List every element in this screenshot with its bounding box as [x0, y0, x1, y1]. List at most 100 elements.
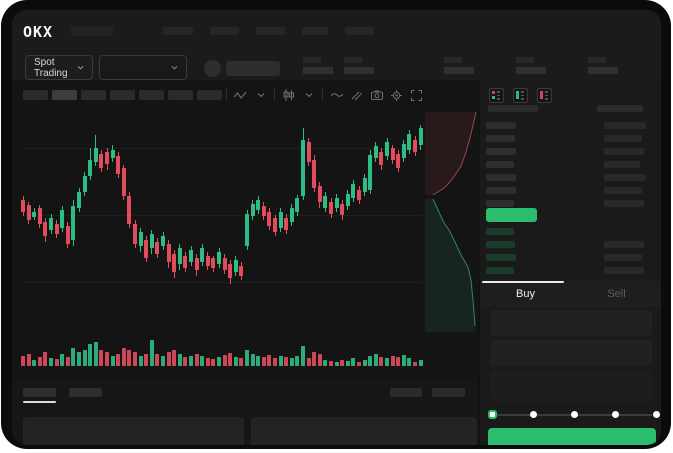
- buy-submit-button[interactable]: [488, 428, 656, 445]
- order-book-bid-row[interactable]: [480, 254, 661, 265]
- tab-sell[interactable]: Sell: [607, 288, 626, 300]
- divider: [322, 89, 323, 101]
- stat-value-placeholder: [588, 67, 618, 74]
- ask-price-placeholder: [486, 148, 516, 155]
- camera-icon[interactable]: [370, 89, 383, 102]
- amount-input[interactable]: [490, 340, 652, 366]
- candle-body: [77, 192, 81, 208]
- total-input[interactable]: [490, 370, 652, 402]
- market-stat-group: [444, 57, 474, 74]
- candle-body: [390, 148, 395, 160]
- chart-gridline: [21, 148, 423, 149]
- candle-body: [362, 178, 367, 192]
- candle-body: [407, 134, 412, 150]
- timeframe-button-placeholder[interactable]: [52, 90, 77, 100]
- candle-body: [26, 205, 31, 220]
- order-book-bid-row[interactable]: [480, 241, 661, 252]
- timeframe-button-placeholder[interactable]: [168, 90, 193, 100]
- divider: [274, 89, 275, 101]
- market-type-selector[interactable]: Spot Trading: [25, 55, 93, 80]
- stat-label-placeholder: [303, 57, 321, 63]
- slider-handle[interactable]: [488, 410, 497, 419]
- ask-amount-placeholder: [604, 135, 642, 142]
- volume-bar: [362, 360, 367, 366]
- order-book-ask-row[interactable]: [480, 187, 661, 198]
- order-book-ask-row[interactable]: [480, 122, 661, 133]
- candle-body: [222, 258, 227, 270]
- order-book-bid-row[interactable]: [480, 228, 661, 239]
- settings-gear-icon[interactable]: [390, 89, 403, 102]
- candle-body: [71, 206, 76, 240]
- slider-step-dot[interactable]: [530, 411, 537, 418]
- timeframe-button-placeholder[interactable]: [110, 90, 135, 100]
- draw-icon[interactable]: [350, 89, 363, 102]
- active-tab-indicator: [482, 281, 564, 283]
- volume-bar: [284, 357, 289, 366]
- bottom-link-placeholder[interactable]: [432, 388, 465, 397]
- pair-dropdown[interactable]: [99, 55, 187, 80]
- amount-column-header-placeholder: [597, 105, 643, 112]
- divider: [226, 89, 227, 101]
- bottom-link-placeholder[interactable]: [390, 388, 422, 397]
- timeframe-button-placeholder[interactable]: [81, 90, 106, 100]
- volume-bar: [172, 350, 177, 366]
- candle-body: [116, 156, 121, 174]
- order-book-ask-row[interactable]: [480, 200, 661, 211]
- bottom-tab-placeholder[interactable]: [23, 388, 56, 397]
- book-combined-view-icon[interactable]: [489, 88, 504, 103]
- order-book-bid-row[interactable]: [480, 267, 661, 278]
- nav-menu-item-placeholder[interactable]: [210, 27, 239, 35]
- last-price-highlight[interactable]: [486, 208, 537, 222]
- candle-body: [121, 168, 126, 196]
- order-book-ask-row[interactable]: [480, 135, 661, 146]
- fullscreen-icon[interactable]: [410, 89, 423, 102]
- volume-bar: [418, 360, 423, 366]
- bid-amount-placeholder: [604, 254, 642, 261]
- bid-price-placeholder: [486, 254, 516, 261]
- volume-bar: [407, 358, 412, 366]
- nav-menu-item-placeholder[interactable]: [345, 27, 374, 35]
- line-chart-icon[interactable]: [330, 89, 343, 102]
- volume-bar: [245, 350, 249, 366]
- timeframe-button-placeholder[interactable]: [23, 90, 48, 100]
- volume-bar: [43, 352, 48, 366]
- candle-body: [105, 152, 109, 164]
- volume-bar: [121, 348, 126, 366]
- order-book-ask-row[interactable]: [480, 161, 661, 172]
- volume-bar: [373, 354, 378, 366]
- volume-bar: [250, 354, 255, 366]
- nav-menu-item-placeholder[interactable]: [302, 27, 328, 35]
- candlestick-chart[interactable]: [21, 112, 423, 332]
- timeframe-button-placeholder[interactable]: [139, 90, 164, 100]
- slider-step-dot[interactable]: [653, 411, 660, 418]
- nav-menu-item-placeholder[interactable]: [256, 27, 285, 35]
- candlestick-icon[interactable]: [282, 89, 295, 102]
- chevron-down-icon[interactable]: [302, 89, 315, 102]
- book-asks-view-icon[interactable]: [537, 88, 552, 103]
- timeframe-button-placeholder[interactable]: [197, 90, 222, 100]
- market-type-label: Spot Trading: [34, 56, 68, 79]
- nav-menu-item-placeholder[interactable]: [163, 27, 193, 35]
- depth-bids-fill: [425, 199, 475, 332]
- indicator-zigzag-icon[interactable]: [234, 89, 247, 102]
- slider-step-dot[interactable]: [612, 411, 619, 418]
- chevron-down-icon[interactable]: [254, 89, 267, 102]
- tab-buy[interactable]: Buy: [516, 288, 535, 300]
- depth-chart: [425, 112, 477, 332]
- order-book-ask-row[interactable]: [480, 148, 661, 159]
- candle-body: [278, 212, 283, 228]
- candle-body: [295, 198, 300, 212]
- depth-asks-fill: [425, 112, 476, 195]
- okx-logo[interactable]: OKX: [23, 23, 54, 41]
- candle-body: [373, 146, 378, 158]
- volume-bar: [54, 359, 59, 366]
- bottom-tab-placeholder[interactable]: [69, 388, 102, 397]
- slider-step-dot[interactable]: [571, 411, 578, 418]
- book-bids-view-icon[interactable]: [513, 88, 528, 103]
- volume-bar: [88, 344, 93, 366]
- price-input[interactable]: [490, 310, 652, 336]
- volume-bar: [205, 358, 210, 366]
- candle-body: [82, 176, 87, 192]
- order-book-ask-row[interactable]: [480, 174, 661, 185]
- volume-bar: [401, 355, 406, 366]
